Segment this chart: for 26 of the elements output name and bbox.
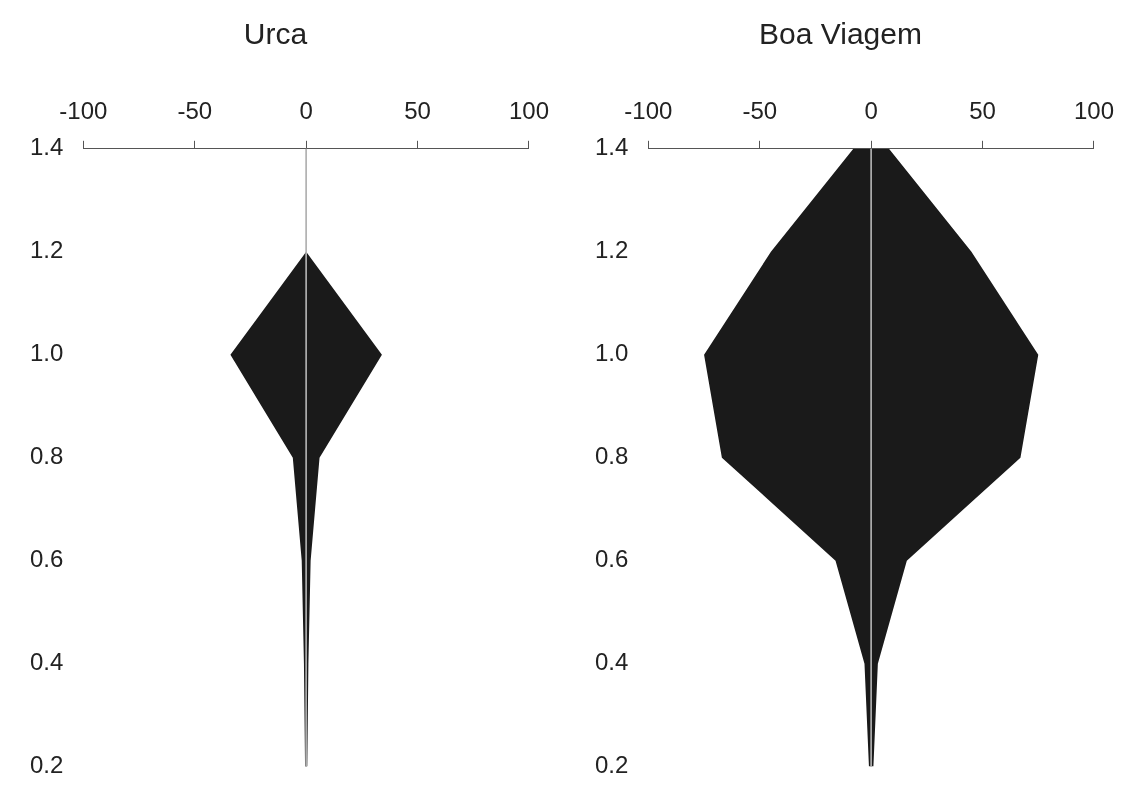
chart-title: Urca: [243, 17, 308, 51]
x-tick-label: -100: [59, 97, 108, 125]
x-tick-label: 50: [404, 97, 431, 125]
y-tick-label: 1.2: [594, 236, 629, 264]
x-tick-label: 100: [508, 97, 549, 125]
x-tick-label: 0: [864, 97, 878, 125]
x-tick-label: -50: [177, 97, 213, 125]
x-tick-label: -50: [742, 97, 778, 125]
y-tick-label: 0.4: [29, 648, 64, 676]
y-tick-label: 0.2: [29, 751, 64, 779]
y-tick-label: 1.4: [29, 133, 64, 161]
x-tick-label: 50: [969, 97, 996, 125]
y-tick-label: 0.8: [594, 442, 629, 470]
y-tick-label: 0.2: [594, 751, 629, 779]
y-tick-label: 0.4: [594, 648, 629, 676]
x-tick-label: 100: [1073, 97, 1114, 125]
y-tick-label: 1.0: [594, 339, 629, 367]
y-tick-label: 0.8: [29, 442, 64, 470]
y-tick-label: 0.6: [594, 545, 629, 573]
y-tick-label: 0.6: [29, 545, 64, 573]
chart-title: Boa Viagem: [759, 17, 922, 51]
y-tick-label: 1.0: [29, 339, 64, 367]
y-tick-label: 1.4: [594, 133, 629, 161]
y-tick-label: 1.2: [29, 236, 64, 264]
x-tick-label: 0: [299, 97, 313, 125]
x-tick-label: -100: [624, 97, 673, 125]
